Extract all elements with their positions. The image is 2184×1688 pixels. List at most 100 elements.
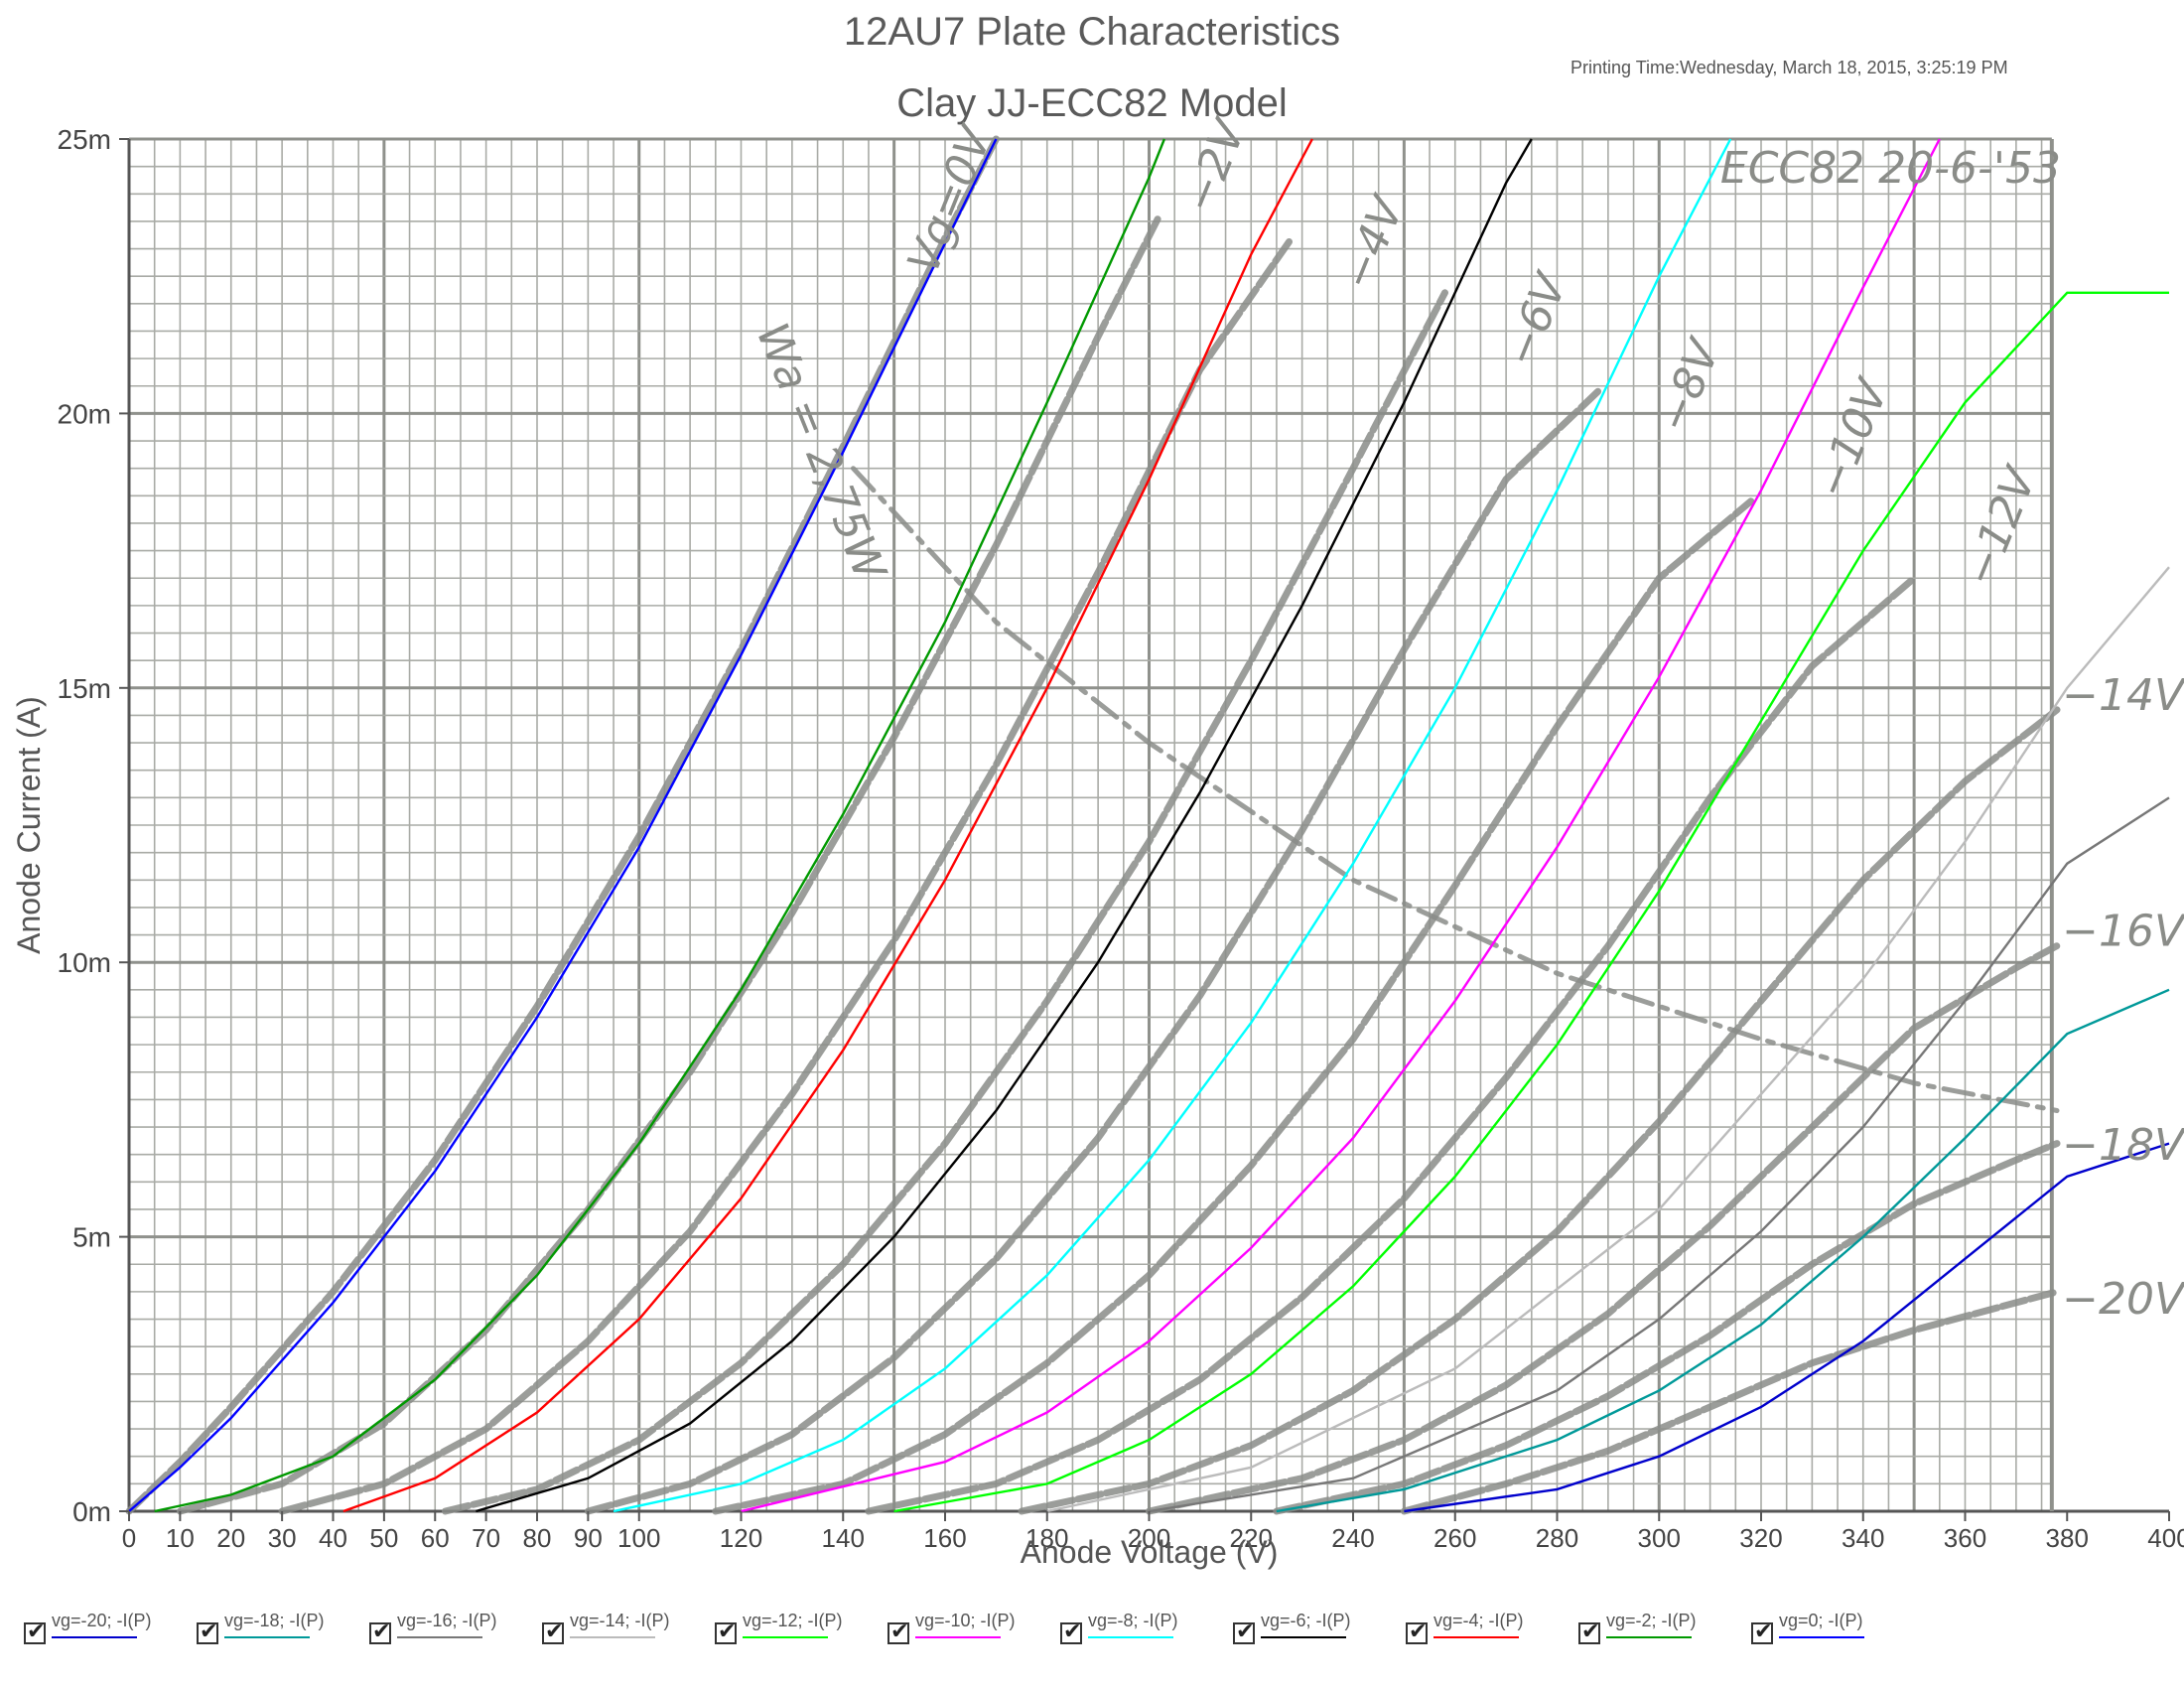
datasheet-curve — [1273, 1140, 2061, 1515]
legend-item[interactable]: vg=-12; -I(P) — [715, 1611, 884, 1666]
x-tick-label: 120 — [720, 1523, 762, 1553]
y-tick-label: 5m — [72, 1222, 111, 1253]
legend-item[interactable]: vg=-14; -I(P) — [542, 1611, 711, 1666]
datasheet-curve — [851, 466, 2060, 1113]
x-tick-label: 70 — [472, 1523, 500, 1553]
x-tick-label: 60 — [421, 1523, 450, 1553]
datasheet-curve — [712, 497, 1755, 1515]
legend-swatch — [1606, 1636, 1692, 1638]
datasheet-curve — [278, 234, 1296, 1515]
x-tick-label: 300 — [1638, 1523, 1681, 1553]
datasheet-curve — [442, 289, 1448, 1515]
legend-item[interactable]: vg=-16; -I(P) — [369, 1611, 538, 1666]
datasheet-curve — [176, 211, 1163, 1515]
legend-label: vg=-10; -I(P) — [915, 1611, 1016, 1630]
legend-item[interactable]: vg=-6; -I(P) — [1233, 1611, 1402, 1666]
datasheet-curve — [584, 387, 1602, 1515]
legend-checkbox[interactable] — [1578, 1619, 1600, 1644]
legend-checkbox[interactable] — [715, 1619, 737, 1644]
legend-label: vg=-4; -I(P) — [1433, 1611, 1524, 1630]
x-tick-label: 260 — [1433, 1523, 1476, 1553]
legend-label: vg=-18; -I(P) — [224, 1611, 325, 1630]
datasheet-curve — [125, 135, 1000, 1515]
legend-checkbox[interactable] — [1060, 1619, 1082, 1644]
legend-item[interactable]: vg=0; -I(P) — [1751, 1611, 1920, 1666]
x-tick-label: 240 — [1331, 1523, 1374, 1553]
x-tick-label: 0 — [122, 1523, 136, 1553]
legend-item[interactable]: vg=-8; -I(P) — [1060, 1611, 1229, 1666]
series-line — [1404, 1142, 2170, 1513]
datasheet-label: −6V — [1495, 264, 1578, 373]
legend-swatch — [224, 1636, 310, 1638]
x-tick-label: 380 — [2046, 1523, 2089, 1553]
legend-item[interactable]: vg=-20; -I(P) — [24, 1611, 193, 1666]
legend-swatch — [915, 1636, 1001, 1638]
legend-label: vg=-8; -I(P) — [1088, 1611, 1178, 1630]
x-tick-label: 100 — [617, 1523, 660, 1553]
series-line — [476, 138, 1533, 1513]
legend-checkbox[interactable] — [1233, 1619, 1255, 1644]
chart-subtitle: Clay JJ-ECC82 Model — [896, 81, 1288, 125]
series-line — [1149, 796, 2170, 1513]
legend-swatch — [570, 1636, 655, 1638]
y-tick-label: 0m — [72, 1496, 111, 1527]
legend-checkbox[interactable] — [1751, 1619, 1773, 1644]
y-tick-label: 25m — [58, 124, 111, 155]
series-line — [154, 138, 1166, 1513]
legend-checkbox[interactable] — [197, 1619, 218, 1644]
legend-checkbox[interactable] — [1406, 1619, 1428, 1644]
series-line — [893, 291, 2169, 1513]
x-tick-label: 200 — [1128, 1523, 1170, 1553]
legend-swatch — [1088, 1636, 1173, 1638]
legend-item[interactable]: vg=-10; -I(P) — [887, 1611, 1056, 1666]
series-line — [1046, 566, 2170, 1513]
y-tick-label: 10m — [58, 947, 111, 978]
x-tick-label: 280 — [1536, 1523, 1578, 1553]
chart-title: 12AU7 Plate Characteristics — [843, 10, 1341, 54]
legend: vg=-20; -I(P) vg=-18; -I(P) vg=-16; -I(P) v… — [24, 1611, 2158, 1670]
series-line — [613, 138, 1732, 1513]
legend-checkbox[interactable] — [542, 1619, 564, 1644]
datasheet-label: ECC82 20-6-'53 — [1720, 143, 2061, 194]
legend-swatch — [397, 1636, 482, 1638]
legend-label: vg=-12; -I(P) — [743, 1611, 843, 1630]
datasheet-label: −16V — [2062, 907, 2184, 957]
datasheet-label: −20V — [2062, 1274, 2184, 1325]
legend-label: vg=-16; -I(P) — [397, 1611, 497, 1630]
datasheet-curve — [1400, 1288, 2061, 1515]
legend-swatch — [52, 1636, 137, 1638]
series-line — [1276, 988, 2170, 1513]
datasheet-label: Vg=0V — [898, 118, 1004, 281]
series-line — [741, 138, 1941, 1513]
x-tick-label: 320 — [1739, 1523, 1782, 1553]
series-line — [342, 138, 1313, 1513]
legend-label: vg=-6; -I(P) — [1261, 1611, 1351, 1630]
legend-item[interactable]: vg=-2; -I(P) — [1578, 1611, 1747, 1666]
legend-label: vg=-20; -I(P) — [52, 1611, 152, 1630]
y-tick-label: 20m — [58, 398, 111, 429]
legend-swatch — [743, 1636, 828, 1638]
legend-label: vg=0; -I(P) — [1779, 1611, 1863, 1630]
x-tick-label: 20 — [216, 1523, 245, 1553]
series-line — [128, 138, 998, 1512]
legend-item[interactable]: vg=-4; -I(P) — [1406, 1611, 1574, 1666]
legend-item[interactable]: vg=-18; -I(P) — [197, 1611, 365, 1666]
x-tick-label: 50 — [369, 1523, 398, 1553]
y-tick-label: 15m — [58, 673, 111, 704]
x-tick-label: 80 — [523, 1523, 552, 1553]
datasheet-label: Wa = 2,75W — [747, 316, 896, 589]
y-axis-label: Anode Current (A) — [11, 696, 47, 954]
legend-checkbox[interactable] — [369, 1619, 391, 1644]
datasheet-label: −10V — [1806, 370, 1899, 505]
datasheet-label: −12V — [1954, 459, 2047, 594]
x-tick-label: 10 — [166, 1523, 195, 1553]
x-tick-label: 40 — [319, 1523, 347, 1553]
x-tick-label: 220 — [1230, 1523, 1273, 1553]
x-tick-label: 400 — [2147, 1523, 2184, 1553]
x-tick-label: 30 — [268, 1523, 297, 1553]
x-tick-label: 140 — [822, 1523, 865, 1553]
legend-checkbox[interactable] — [24, 1619, 46, 1644]
legend-checkbox[interactable] — [887, 1619, 909, 1644]
datasheet-label: −4V — [1331, 188, 1415, 297]
